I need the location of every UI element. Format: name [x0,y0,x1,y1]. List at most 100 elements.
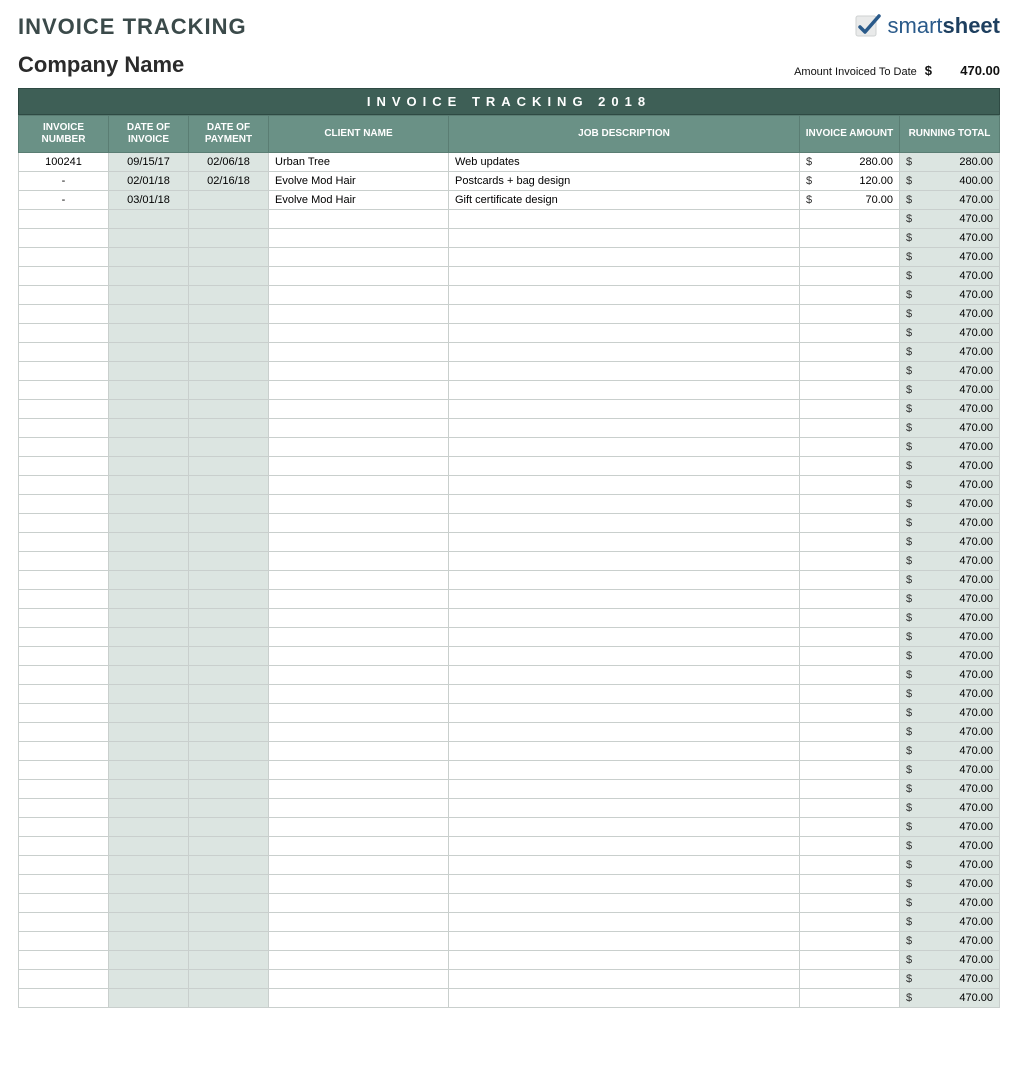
cell-job-description[interactable] [449,514,800,533]
cell-client-name[interactable] [269,799,449,818]
cell-job-description[interactable] [449,457,800,476]
cell-invoice-number[interactable] [19,685,109,704]
cell-invoice-number[interactable] [19,514,109,533]
cell-running-total[interactable]: $470.00 [900,324,1000,343]
cell-date-of-invoice[interactable] [109,514,189,533]
cell-client-name[interactable] [269,324,449,343]
cell-client-name[interactable] [269,723,449,742]
cell-invoice-amount[interactable] [800,229,900,248]
table-row[interactable]: $470.00 [19,685,1000,704]
cell-job-description[interactable] [449,343,800,362]
cell-client-name[interactable] [269,875,449,894]
cell-invoice-number[interactable] [19,761,109,780]
cell-invoice-number[interactable] [19,894,109,913]
cell-invoice-amount[interactable] [800,381,900,400]
cell-invoice-amount[interactable]: $70.00 [800,191,900,210]
cell-date-of-invoice[interactable] [109,248,189,267]
cell-invoice-amount[interactable] [800,267,900,286]
cell-date-of-payment[interactable] [189,609,269,628]
cell-client-name[interactable] [269,742,449,761]
cell-invoice-amount[interactable] [800,799,900,818]
cell-invoice-amount[interactable] [800,742,900,761]
cell-invoice-amount[interactable] [800,704,900,723]
cell-invoice-amount[interactable] [800,951,900,970]
cell-date-of-invoice[interactable] [109,229,189,248]
cell-running-total[interactable]: $470.00 [900,476,1000,495]
cell-client-name[interactable] [269,837,449,856]
cell-running-total[interactable]: $470.00 [900,495,1000,514]
table-row[interactable]: $470.00 [19,324,1000,343]
table-row[interactable]: $470.00 [19,495,1000,514]
cell-client-name[interactable] [269,210,449,229]
cell-invoice-amount[interactable] [800,723,900,742]
table-row[interactable]: $470.00 [19,932,1000,951]
cell-invoice-number[interactable] [19,324,109,343]
cell-date-of-invoice[interactable] [109,590,189,609]
table-row[interactable]: $470.00 [19,761,1000,780]
cell-date-of-invoice[interactable] [109,894,189,913]
cell-running-total[interactable]: $470.00 [900,286,1000,305]
table-row[interactable]: $470.00 [19,400,1000,419]
cell-job-description[interactable] [449,742,800,761]
table-row[interactable]: $470.00 [19,571,1000,590]
cell-invoice-amount[interactable] [800,552,900,571]
cell-invoice-number[interactable] [19,571,109,590]
cell-job-description[interactable] [449,970,800,989]
cell-job-description[interactable]: Web updates [449,153,800,172]
cell-client-name[interactable] [269,438,449,457]
cell-date-of-payment[interactable] [189,533,269,552]
cell-job-description[interactable] [449,894,800,913]
table-row[interactable]: $470.00 [19,647,1000,666]
cell-invoice-number[interactable] [19,210,109,229]
cell-invoice-amount[interactable] [800,400,900,419]
cell-job-description[interactable] [449,780,800,799]
cell-invoice-number[interactable] [19,305,109,324]
cell-date-of-payment[interactable] [189,723,269,742]
cell-invoice-amount[interactable] [800,609,900,628]
cell-date-of-payment[interactable] [189,932,269,951]
th-job-description[interactable]: JOB DESCRIPTION [449,116,800,153]
cell-date-of-invoice[interactable] [109,210,189,229]
cell-running-total[interactable]: $470.00 [900,609,1000,628]
cell-job-description[interactable] [449,248,800,267]
cell-invoice-amount[interactable] [800,210,900,229]
cell-job-description[interactable] [449,286,800,305]
cell-date-of-payment[interactable] [189,362,269,381]
cell-running-total[interactable]: $470.00 [900,552,1000,571]
cell-job-description[interactable]: Postcards + bag design [449,172,800,191]
cell-invoice-amount[interactable] [800,457,900,476]
cell-date-of-payment[interactable] [189,552,269,571]
cell-invoice-number[interactable] [19,609,109,628]
table-row[interactable]: $470.00 [19,419,1000,438]
cell-invoice-number[interactable] [19,799,109,818]
table-row[interactable]: $470.00 [19,476,1000,495]
cell-running-total[interactable]: $470.00 [900,381,1000,400]
table-row[interactable]: $470.00 [19,780,1000,799]
cell-date-of-payment[interactable] [189,590,269,609]
cell-job-description[interactable] [449,609,800,628]
cell-date-of-payment[interactable] [189,761,269,780]
table-row[interactable]: $470.00 [19,381,1000,400]
cell-date-of-invoice[interactable] [109,837,189,856]
cell-date-of-invoice[interactable] [109,495,189,514]
table-row[interactable]: $470.00 [19,248,1000,267]
cell-job-description[interactable] [449,723,800,742]
table-row[interactable]: 10024109/15/1702/06/18Urban TreeWeb upda… [19,153,1000,172]
cell-running-total[interactable]: $470.00 [900,438,1000,457]
table-row[interactable]: $470.00 [19,666,1000,685]
cell-client-name[interactable] [269,685,449,704]
table-row[interactable]: $470.00 [19,552,1000,571]
cell-date-of-payment[interactable] [189,989,269,1008]
cell-invoice-number[interactable] [19,780,109,799]
cell-date-of-payment[interactable] [189,780,269,799]
cell-client-name[interactable] [269,989,449,1008]
table-row[interactable]: $470.00 [19,799,1000,818]
cell-invoice-number[interactable]: - [19,191,109,210]
cell-running-total[interactable]: $470.00 [900,875,1000,894]
cell-invoice-number[interactable] [19,837,109,856]
cell-running-total[interactable]: $470.00 [900,343,1000,362]
table-row[interactable]: $470.00 [19,533,1000,552]
cell-date-of-invoice[interactable] [109,970,189,989]
cell-running-total[interactable]: $470.00 [900,723,1000,742]
cell-invoice-number[interactable] [19,248,109,267]
